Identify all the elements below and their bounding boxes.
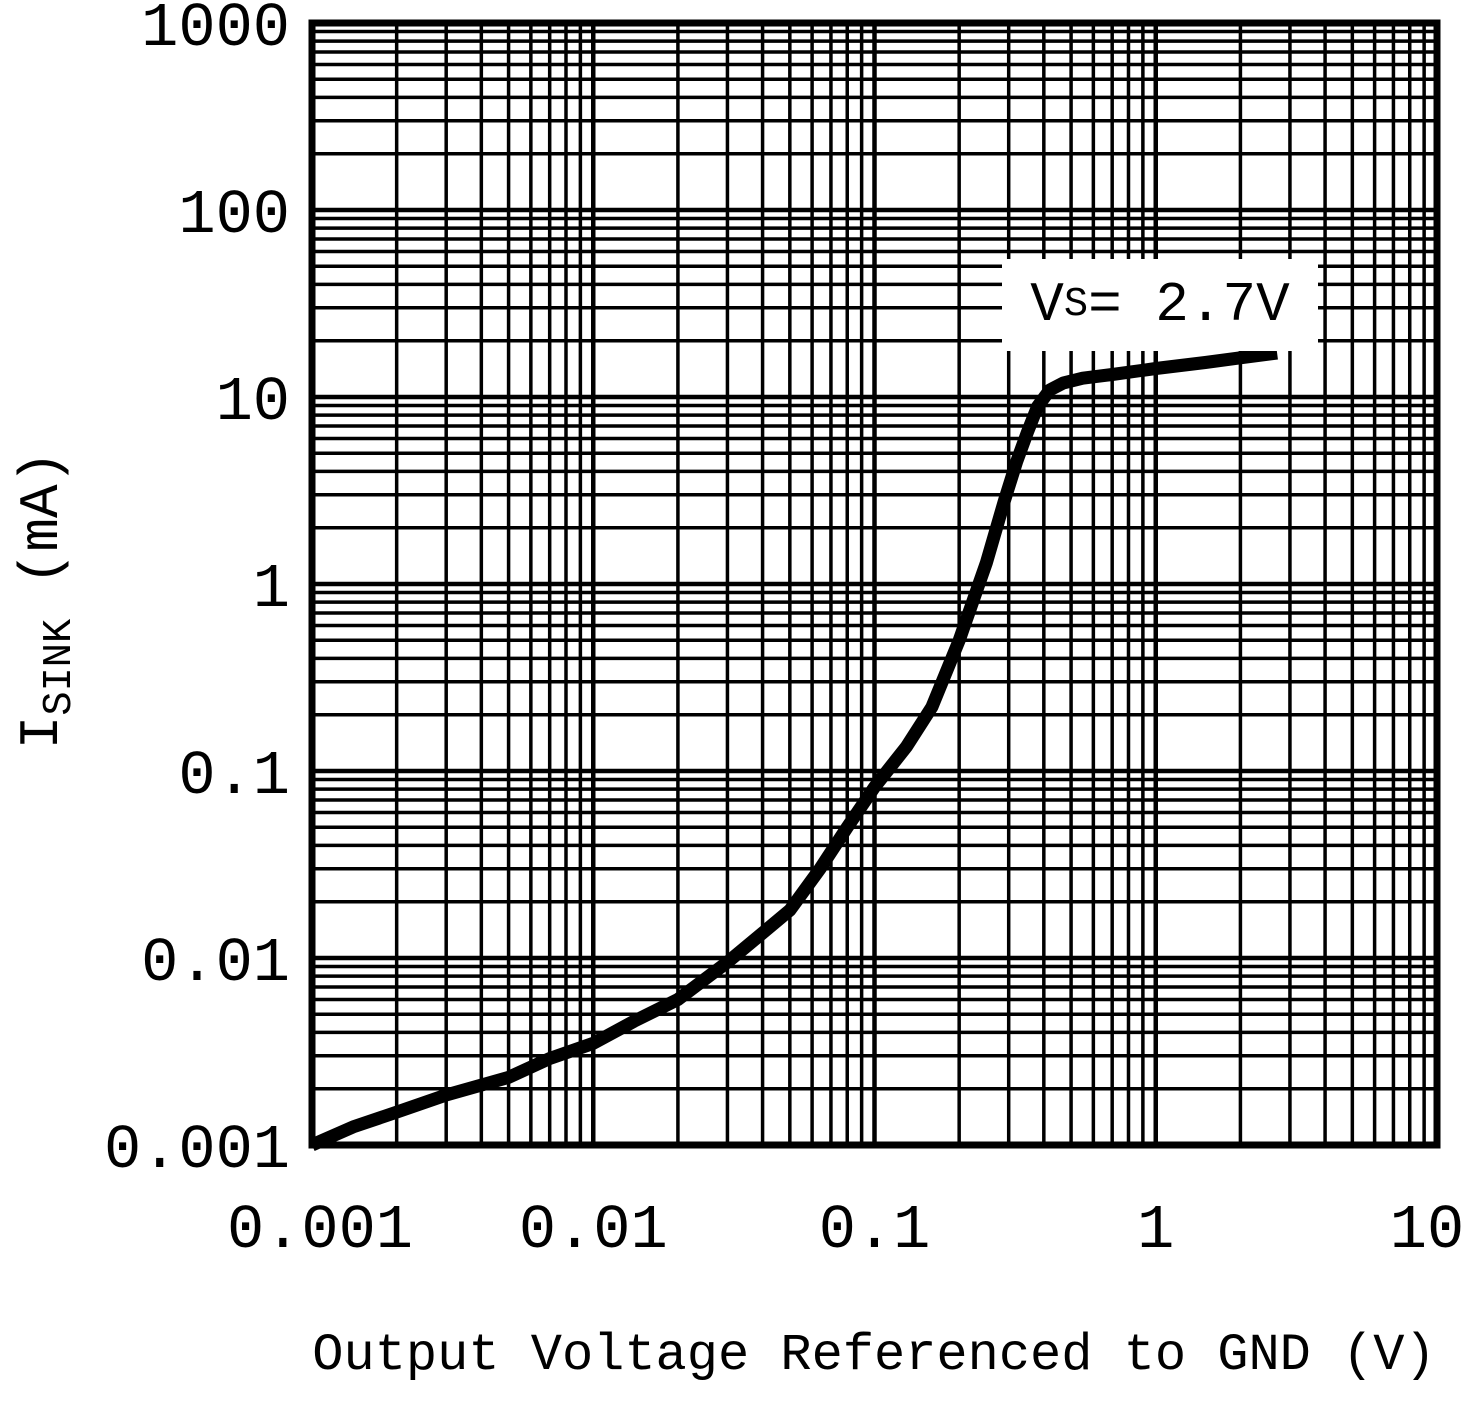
annotation-base: V: [1030, 273, 1064, 337]
y-tick-label: 10: [216, 367, 290, 438]
y-axis-title-subscript: SINK: [36, 618, 83, 716]
y-tick-label: 1000: [141, 0, 290, 64]
y-tick-label: 0.01: [141, 928, 290, 999]
x-axis-title: Output Voltage Referenced to GND (V): [312, 1326, 1436, 1385]
y-tick-label: 100: [178, 180, 290, 251]
y-tick-label: 0.1: [178, 741, 290, 812]
y-axis-title: ISINK (mA): [10, 450, 83, 750]
annotation-rest: = 2.7V: [1088, 273, 1290, 337]
y-axis-title-base: I: [10, 715, 74, 750]
y-axis-title-units: (mA): [10, 450, 74, 619]
y-tick-label: 1: [253, 554, 290, 625]
x-tick-label: 1: [1137, 1195, 1174, 1266]
x-tick-label: 0.1: [819, 1195, 931, 1266]
y-tick-label: 0.001: [104, 1115, 290, 1186]
plot-frame: [308, 19, 1441, 1149]
x-tick-label: 10: [1390, 1195, 1463, 1266]
x-tick-label: 0.01: [519, 1195, 668, 1266]
isink-curve: [309, 346, 1278, 1151]
x-tick-label: 0.001: [227, 1195, 413, 1266]
